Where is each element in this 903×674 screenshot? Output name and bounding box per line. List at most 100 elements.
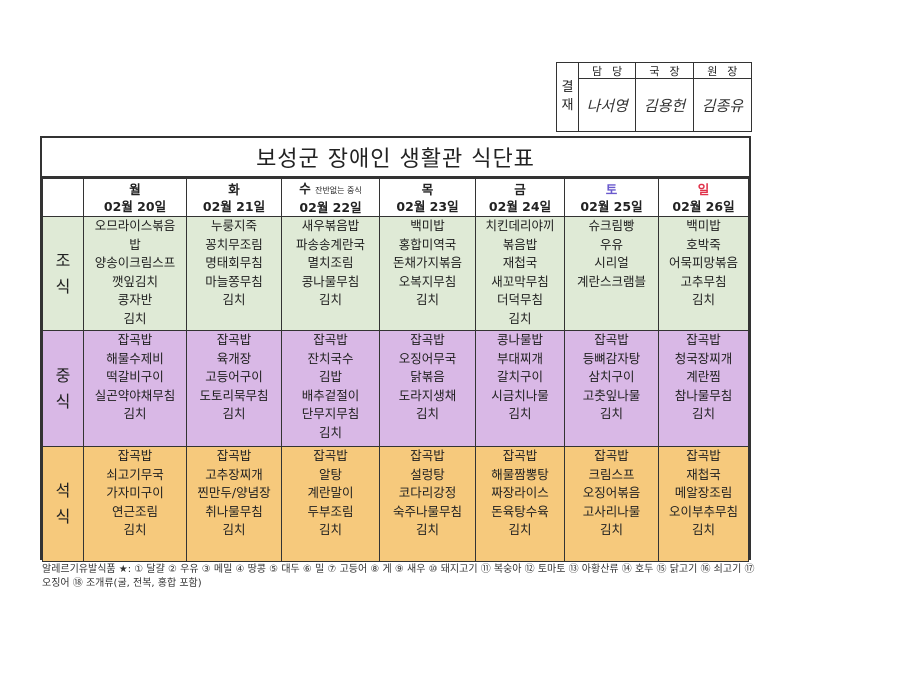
day-date: 02월 22일 [299, 199, 362, 215]
menu-item: 멸치조림 [307, 255, 354, 270]
menu-item: 잡곡밥 [313, 332, 348, 347]
menu-cell: 잡곡밥 육개장 고등어구이 도토리묵무침 김치 [186, 330, 282, 447]
menu-item: 고사리나물 [582, 503, 641, 519]
menu-item: 누룽지죽 [210, 218, 257, 233]
corner-cell [42, 178, 84, 217]
menu-item: 잡곡밥 [686, 448, 721, 463]
menu-item: 삼치구이 [588, 369, 635, 384]
menu-item: 취나물무침 [205, 503, 263, 519]
day-note: 잔반없는 중식 [315, 185, 362, 195]
menu-item: 김치 [415, 406, 439, 421]
day-date: 02월 20일 [103, 198, 167, 214]
menu-item: 김치 [508, 522, 532, 537]
menu-item: 돈채가지볶음 [392, 255, 462, 270]
signature-manager: 나서영 [579, 79, 637, 131]
menu-item: 오이부추무침 [668, 503, 738, 519]
menu-cell: 잡곡밥 크림스프 오징어볶음 고사리나물 김치 [564, 446, 659, 562]
menu-item: 김치 [691, 292, 715, 307]
menu-cell: 누룽지죽 꽁치무조림 명태회무침 마늘쫑무침 김치 [186, 216, 282, 331]
menu-item: 코다리강정 [398, 485, 457, 500]
menu-cell: 잡곡밥 청국장찌개 계란찜 참나물무침 김치 [658, 330, 749, 447]
menu-item: 쇠고기무국 [106, 466, 164, 482]
meal-label-char: 조 [55, 250, 71, 270]
menu-item: 김치 [123, 406, 147, 421]
meal-row: 석 식 잡곡밥 쇠고기무국 가자미구이 연근조림 김치 잡곡밥 고추장찌개 찐만두/양념장 취나물무… [42, 446, 749, 562]
menu-item: 김치 [599, 406, 623, 421]
menu-item: 양송이크림스프 [94, 255, 176, 270]
menu-item: 김치 [318, 292, 342, 307]
day-header: 수 잔반없는 중식 02월 22일 [281, 178, 380, 217]
menu-item: 배추겉절이 [301, 387, 360, 403]
menu-item: 떡갈비구이 [106, 369, 164, 384]
menu-item: 잡곡밥 [117, 332, 153, 347]
day-name: 월 [129, 181, 141, 197]
menu-cell: 잡곡밥 쇠고기무국 가자미구이 연근조림 김치 [83, 446, 187, 562]
menu-item: 잡곡밥 [410, 448, 445, 463]
menu-item: 우유 [599, 236, 623, 252]
approval-header-head: 원장 [693, 63, 751, 79]
menu-item: 잡곡밥 [313, 448, 348, 463]
menu-item: 등뼈감자탕 [582, 350, 641, 366]
menu-item: 오징어무국 [398, 350, 457, 366]
menu-item: 돈육탕수육 [491, 503, 549, 519]
page-title: 보성군 장애인 생활관 식단표 [42, 138, 749, 178]
menu-item: 재첩국 [686, 466, 721, 482]
menu-item: 단무지무침 [301, 406, 360, 421]
menu-item: 홍합미역국 [398, 236, 457, 252]
menu-item: 김치 [318, 424, 342, 440]
menu-item: 김치 [415, 522, 439, 537]
day-name: 화 [228, 181, 240, 197]
menu-item: 더덕무침 [496, 292, 543, 307]
menu-item: 잡곡밥 [216, 448, 252, 463]
menu-cell: 잡곡밥 등뼈감자탕 삼치구이 고춧잎나물 김치 [564, 330, 659, 447]
menu-item: 도토리묵무침 [199, 387, 269, 403]
menu-item: 오징어볶음 [582, 485, 641, 500]
day-header: 월 02월 20일 [83, 178, 187, 217]
menu-item: 새꼬막무침 [491, 273, 549, 289]
menu-cell: 잡곡밥 해물짬뽕탕 짜장라이스 돈육탕수육 김치 [475, 446, 565, 562]
menu-item: 계란스크램블 [576, 273, 646, 289]
menu-cell: 콩나물밥 부대찌개 갈치구이 시금치나물 김치 [475, 330, 565, 447]
menu-item: 김치 [508, 406, 532, 421]
menu-cell: 치킨데리야끼 볶음밥 재첩국 새꼬막무침 더덕무침 김치 [475, 216, 565, 331]
menu-grid: 월 02월 20일 화 02월 21일 수 잔반없는 중식 02월 22일 목 02월 23일… [42, 178, 749, 562]
menu-item: 호박죽 [686, 236, 721, 252]
menu-item: 잡곡밥 [502, 448, 538, 463]
menu-item: 시리얼 [594, 255, 629, 270]
menu-item: 김치 [691, 406, 715, 421]
menu-item: 잡곡밥 [686, 332, 721, 347]
menu-item: 도라지생채 [398, 387, 457, 403]
menu-item: 갈치구이 [496, 369, 543, 384]
day-name: 수 [299, 180, 311, 196]
menu-cell: 잡곡밥 알탕 계란말이 두부조림 김치 [281, 446, 380, 562]
menu-item: 콩자반 [117, 292, 153, 307]
menu-item: 해물수제비 [106, 350, 164, 366]
day-date: 02월 25일 [580, 198, 643, 214]
menu-item: 김치 [222, 522, 246, 537]
day-date: 02월 24일 [488, 198, 552, 214]
signature-head: 김종유 [701, 96, 744, 115]
menu-item: 명태회무침 [205, 255, 263, 270]
signature-director: 김용헌 [636, 79, 694, 131]
menu-item: 콩나물무침 [301, 273, 360, 289]
menu-item: 김치 [123, 522, 147, 537]
day-header: 토 02월 25일 [564, 178, 659, 217]
meal-label-char: 식 [55, 507, 71, 526]
menu-item: 재첩국 [502, 255, 538, 270]
menu-item: 새우볶음밥 [301, 218, 360, 233]
day-name: 토 [605, 181, 618, 197]
approval-box: 결 재 담당 국장 원장 나서영 김용헌 김종유 [556, 62, 752, 132]
day-header: 화 02월 21일 [186, 178, 282, 217]
menu-item: 어묵피망볶음 [668, 255, 738, 270]
menu-item: 고추장찌개 [205, 466, 263, 482]
menu-item: 찐만두/양념장 [197, 485, 271, 500]
approval-label-2: 재 [561, 98, 574, 113]
day-header: 목 02월 23일 [379, 178, 476, 217]
day-date: 02월 26일 [672, 198, 735, 214]
menu-item: 부대찌개 [496, 350, 543, 366]
menu-cell: 잡곡밥 잔치국수 김밥 배추겉절이 단무지무침 김치 [281, 330, 380, 447]
menu-item: 실곤약야채무침 [94, 387, 176, 403]
menu-item: 육개장 [216, 350, 252, 366]
